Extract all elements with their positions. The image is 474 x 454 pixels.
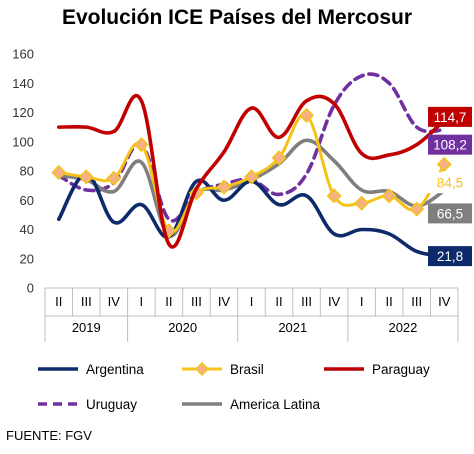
legend-item-paraguay: Paraguay	[322, 361, 430, 377]
legend-label: Brasil	[230, 361, 264, 377]
series-line-paraguay	[56, 94, 447, 249]
end-label-brasil: 84,5	[437, 176, 463, 191]
data-point-brasil	[271, 150, 287, 166]
end-label-box-america-latina	[428, 203, 472, 224]
legend-item-uruguay: Uruguay	[36, 396, 137, 412]
x-tick-label: II	[275, 294, 282, 309]
x-tick-label: III	[411, 294, 422, 309]
x-tick-label: I	[140, 294, 144, 309]
legend-label: Argentina	[86, 361, 144, 377]
x-tick-label: II	[386, 294, 393, 309]
data-point-brasil	[243, 169, 260, 185]
data-point-brasil	[409, 201, 425, 217]
end-label-box-uruguay	[428, 134, 472, 155]
x-tick-label: IV	[328, 294, 341, 309]
x-tick-label: II	[165, 294, 172, 309]
year-label: 2021	[278, 320, 307, 335]
legend-item-brasil: Brasil	[180, 361, 264, 377]
year-label: 2020	[168, 320, 197, 335]
y-tick-label: 0	[27, 281, 34, 296]
data-point-brasil	[381, 188, 397, 204]
x-tick-label: IV	[108, 294, 121, 309]
data-point-brasil	[106, 170, 122, 186]
year-label: 2022	[388, 320, 417, 335]
legend-swatch-brasil	[182, 361, 222, 377]
x-tick-label: III	[81, 294, 92, 309]
y-tick-label: 80	[20, 164, 34, 179]
y-tick-label: 60	[20, 193, 34, 208]
end-label-argentina: 21,8	[437, 249, 463, 264]
data-point-brasil	[354, 195, 370, 211]
y-tick-label: 160	[12, 47, 34, 62]
legend-item-america-latina: America Latina	[180, 396, 320, 412]
legend-swatch-america-latina	[182, 402, 222, 406]
source-note: FUENTE: FGV	[6, 428, 92, 443]
data-point-brasil	[78, 169, 94, 185]
legend-label: Uruguay	[86, 396, 138, 412]
y-tick-label: 20	[20, 251, 34, 266]
y-tick-label: 140	[12, 76, 34, 91]
legend-swatch-argentina	[38, 367, 78, 371]
x-tick-label: I	[360, 294, 364, 309]
legend-label: Paraguay	[372, 361, 430, 377]
x-tick-label: III	[301, 294, 312, 309]
end-label-america-latina: 66,5	[437, 206, 463, 221]
x-tick-label: III	[191, 294, 202, 309]
end-label-box-argentina	[428, 246, 472, 267]
x-tick-label: IV	[438, 294, 451, 309]
x-tick-label: II	[55, 294, 62, 309]
chart-title: Evolución ICE Países del Mercosur	[61, 6, 413, 29]
end-label-box-brasil	[427, 172, 473, 194]
data-point-brasil	[299, 107, 315, 123]
end-label-box-paraguay	[428, 106, 472, 127]
legend-swatch-paraguay	[324, 367, 364, 371]
y-tick-label: 100	[12, 134, 34, 149]
legend-item-argentina: Argentina	[36, 361, 144, 377]
legend-label: America Latina	[230, 396, 321, 412]
data-point-brasil	[216, 179, 232, 195]
data-point-brasil	[51, 164, 67, 181]
y-tick-label: 120	[12, 105, 34, 120]
data-point-brasil	[326, 188, 342, 204]
series-line-argentina	[56, 172, 447, 258]
end-label-uruguay: 108,2	[433, 138, 467, 153]
legend-swatch-uruguay	[38, 402, 78, 406]
x-tick-label: IV	[218, 294, 231, 309]
data-point-brasil	[436, 156, 452, 172]
x-tick-label: I	[250, 294, 254, 309]
year-label: 2019	[72, 320, 101, 335]
y-tick-label: 40	[20, 222, 34, 237]
end-label-paraguay: 114,7	[434, 110, 467, 125]
data-point-brasil	[133, 137, 149, 153]
